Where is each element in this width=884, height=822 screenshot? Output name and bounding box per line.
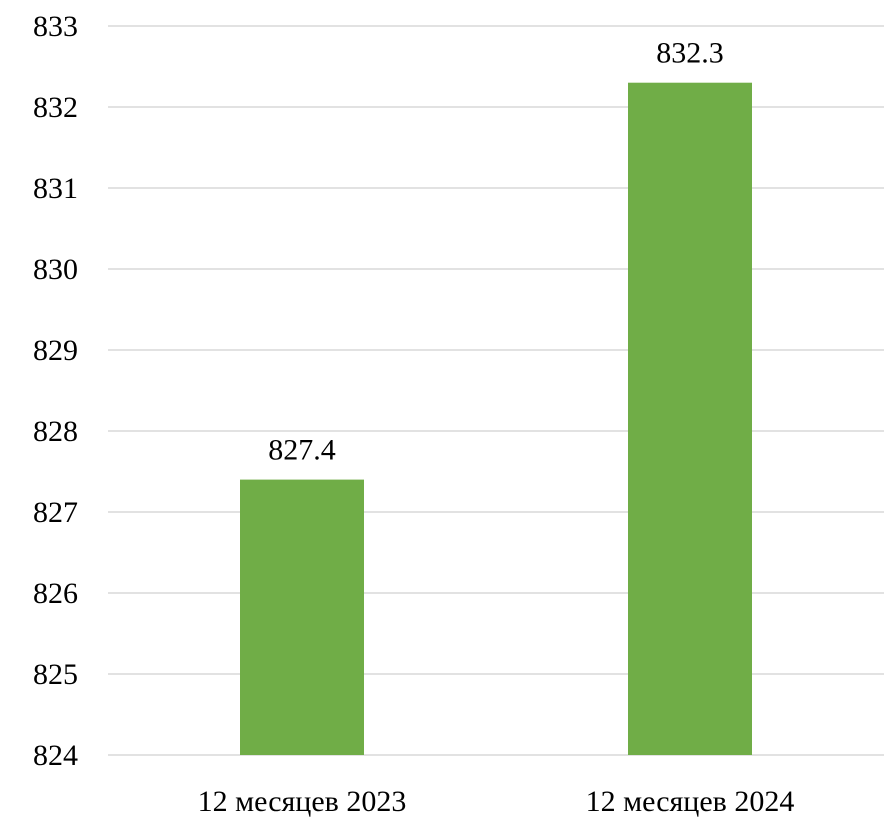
bar-0	[240, 479, 364, 755]
y-tick-label: 827	[33, 496, 78, 529]
bar-1	[628, 82, 752, 755]
y-tick-label: 826	[33, 577, 78, 610]
bars	[240, 82, 752, 755]
data-label: 832.3	[656, 37, 724, 70]
x-tick-label: 12 месяцев 2024	[586, 785, 795, 817]
y-tick-label: 833	[33, 10, 78, 43]
value-labels: 827.4 832.3	[268, 37, 724, 467]
y-tick-label: 825	[33, 658, 78, 691]
y-tick-label: 824	[33, 739, 78, 772]
x-axis-ticks: 12 месяцев 2023 12 месяцев 2024	[198, 785, 795, 818]
y-axis-ticks: 824 825 826 827 828 829 830 831 832 833	[33, 10, 78, 772]
x-tick-label: 12 месяцев 2023	[198, 785, 407, 817]
y-tick-label: 828	[33, 415, 78, 448]
y-tick-label: 829	[33, 334, 78, 367]
y-tick-label: 831	[33, 172, 78, 205]
y-tick-label: 832	[33, 91, 78, 124]
gridlines	[108, 25, 884, 756]
data-label: 827.4	[268, 434, 336, 467]
y-tick-label: 830	[33, 253, 78, 286]
